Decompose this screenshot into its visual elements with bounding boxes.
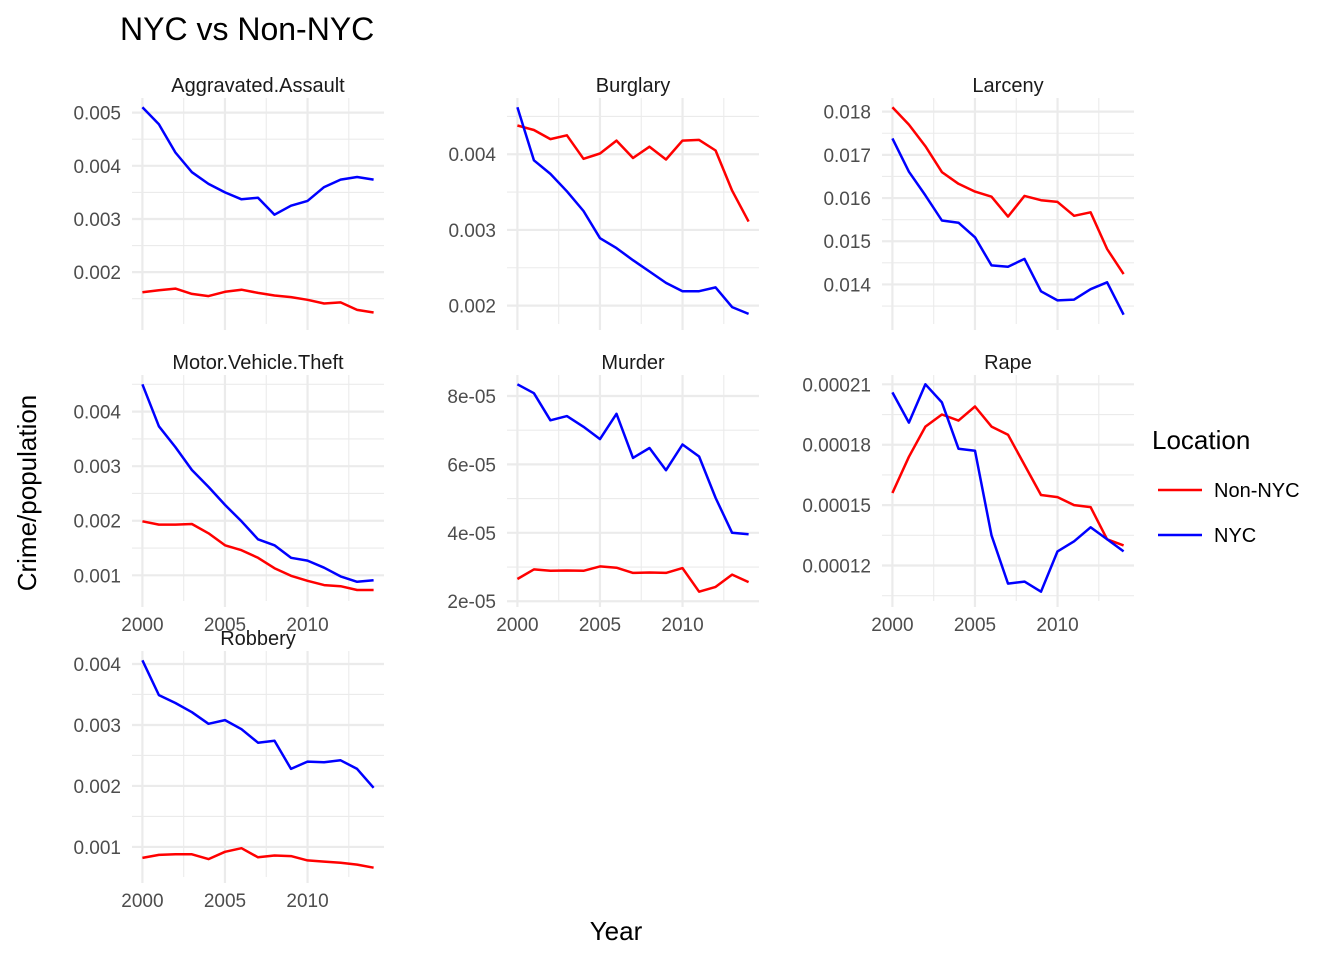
y-tick-label: 8e-05 — [447, 387, 496, 408]
y-tick-label: 0.001 — [73, 566, 121, 587]
series-line-non-nyc — [142, 846, 374, 869]
series-line-non-nyc — [142, 520, 374, 592]
y-tick-label: 2e-05 — [447, 592, 496, 613]
y-tick-label: 0.003 — [73, 457, 121, 478]
y-tick-label: 0.004 — [73, 157, 121, 178]
facet-panels: 0.0020.0030.0040.005Aggravated.Assault0.… — [73, 75, 1134, 912]
x-tick-label: 2005 — [579, 615, 621, 636]
x-tick-label: 2010 — [286, 891, 328, 912]
x-tick-label: 2005 — [204, 615, 246, 636]
y-tick-label: 0.002 — [73, 263, 121, 284]
facet-strip-label: Aggravated.Assault — [171, 75, 345, 97]
series-line-non-nyc — [516, 565, 750, 593]
x-tick-label: 2010 — [1036, 615, 1078, 636]
facet-strip-label: Burglary — [596, 75, 670, 97]
facet-panel: 0.001 0.002 0.003 0.004 2000 2005 2010 Robbery — [73, 628, 384, 912]
series-line-nyc — [891, 137, 1125, 316]
series-line-non-nyc — [517, 124, 750, 223]
series-line-non-nyc — [142, 287, 374, 314]
facet-strip-label: Rape — [984, 352, 1032, 374]
x-tick-label: 2010 — [286, 615, 328, 636]
y-tick-label: 0.018 — [823, 103, 871, 124]
facet-strip-label: Motor.Vehicle.Theft — [172, 352, 344, 374]
y-tick-label: 0.004 — [73, 403, 121, 424]
legend-title: Location — [1152, 425, 1250, 455]
x-tick-label: 2000 — [871, 615, 913, 636]
facet-panel: 0.014 0.015 0.016 0.017 0.018 Larceny — [823, 75, 1134, 330]
facet-panel: 0.001 0.002 0.003 0.004 2000 2005 2010 Motor.Ve… — [73, 352, 384, 636]
x-tick-label: 2000 — [496, 615, 538, 636]
series-line-non-nyc — [891, 106, 1125, 275]
y-tick-label: 0.00018 — [802, 436, 871, 457]
legend: Location Non-NYC NYC — [1152, 425, 1300, 547]
facet-panel: 0.00012 0.00015 0.00018 0.00021 2000 2005 2010… — [802, 352, 1134, 636]
legend-label-non-nyc: Non-NYC — [1214, 480, 1300, 502]
x-tick-label: 2000 — [121, 615, 163, 636]
x-tick-label: 2000 — [121, 891, 163, 912]
y-tick-label: 0.00015 — [802, 496, 871, 517]
y-tick-label: 0.002 — [73, 777, 121, 798]
series-line-nyc — [141, 659, 375, 789]
facet-panel: 0.002 0.003 0.004 0.005 Aggravated.Assault — [73, 75, 384, 330]
facet-panel: 0.002 0.003 0.004 Burglary — [448, 75, 759, 330]
y-tick-label: 0.00021 — [802, 375, 871, 396]
series-line-nyc — [891, 383, 1125, 593]
series-line-non-nyc — [891, 405, 1125, 547]
series-line-nyc — [141, 383, 374, 584]
facet-strip-label: Murder — [601, 352, 665, 374]
y-axis-title: Crime/population — [12, 395, 42, 592]
series-line-nyc — [516, 383, 749, 536]
y-tick-label: 0.004 — [73, 655, 121, 676]
x-axis-title: Year — [590, 916, 643, 946]
facet-panel: 2e-05 4e-05 6e-05 8e-05 2000 2005 2010 Murder — [447, 352, 759, 636]
series-line-nyc — [141, 106, 374, 216]
y-tick-label: 0.014 — [823, 275, 871, 296]
y-tick-label: 0.003 — [73, 716, 121, 737]
chart-title: NYC vs Non-NYC — [120, 11, 374, 47]
y-tick-label: 0.002 — [73, 512, 121, 533]
legend-label-nyc: NYC — [1214, 525, 1256, 547]
y-tick-label: 0.015 — [823, 232, 871, 253]
y-tick-label: 0.003 — [73, 210, 121, 231]
y-tick-label: 6e-05 — [447, 455, 496, 476]
x-tick-label: 2010 — [661, 615, 703, 636]
y-tick-label: 0.005 — [73, 104, 121, 125]
facet-strip-label: Larceny — [972, 75, 1043, 97]
facet-strip-label: Robbery — [220, 628, 296, 650]
y-tick-label: 0.003 — [448, 221, 496, 242]
series-line-nyc — [516, 106, 750, 316]
x-tick-label: 2005 — [954, 615, 996, 636]
y-tick-label: 4e-05 — [447, 524, 496, 545]
y-tick-label: 0.017 — [823, 146, 871, 167]
y-tick-label: 0.002 — [448, 297, 496, 318]
y-tick-label: 0.00012 — [802, 557, 871, 578]
y-tick-label: 0.004 — [448, 145, 496, 166]
x-tick-label: 2005 — [204, 891, 246, 912]
y-tick-label: 0.001 — [73, 838, 121, 859]
y-tick-label: 0.016 — [823, 189, 871, 210]
